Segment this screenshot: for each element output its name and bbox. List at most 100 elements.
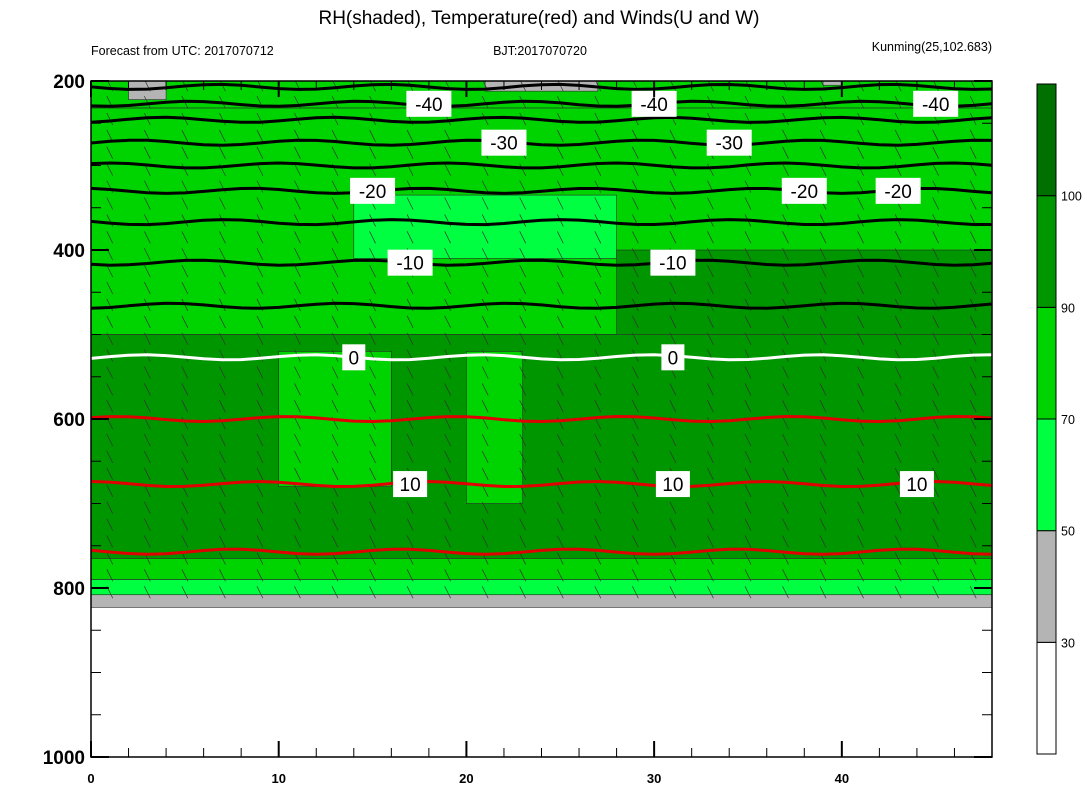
- station-label: Kunming(25,102.683): [872, 40, 992, 54]
- wind-barb: [632, 417, 639, 430]
- wind-barb: [969, 417, 977, 430]
- wind-barb: [294, 264, 301, 278]
- wind-barb: [894, 400, 902, 413]
- wind-barb: [932, 552, 940, 565]
- wind-barb: [782, 298, 789, 312]
- wind-barb: [819, 248, 827, 261]
- wind-barb: [294, 400, 301, 413]
- wind-barb: [256, 552, 264, 565]
- wind-barb: [969, 248, 977, 261]
- wind-barb: [219, 146, 226, 159]
- wind-barb: [519, 535, 527, 548]
- wind-barb: [481, 586, 489, 599]
- wind-barb: [481, 332, 489, 345]
- wind-barb: [256, 501, 264, 514]
- wind-barb: [444, 298, 451, 312]
- wind-barb: [106, 366, 114, 379]
- wind-barb: [932, 450, 940, 464]
- wind-barb: [481, 264, 489, 278]
- wind-barb: [857, 248, 864, 261]
- wind-barb: [556, 484, 564, 497]
- wind-barb: [894, 535, 902, 548]
- wind-barb: [782, 112, 789, 126]
- contour-line--30: [91, 138, 992, 147]
- wind-barb: [857, 366, 864, 379]
- wind-barb: [782, 552, 789, 565]
- wind-barb: [744, 281, 752, 295]
- wind-barb: [519, 197, 527, 210]
- wind-barb: [143, 95, 151, 109]
- wind-barb: [406, 569, 414, 582]
- wind-barb: [331, 366, 339, 379]
- wind-barb: [331, 586, 339, 599]
- wind-barb: [256, 535, 264, 548]
- wind-barb: [932, 146, 940, 159]
- wind-barb: [819, 383, 827, 396]
- wind-barb: [969, 281, 977, 295]
- wind-barb: [857, 383, 864, 396]
- wind-barb: [932, 518, 940, 531]
- wind-barb: [219, 315, 226, 328]
- contour-line-0: [91, 353, 992, 362]
- wind-barb: [519, 400, 527, 413]
- wind-barb: [256, 315, 264, 328]
- wind-barb: [369, 231, 376, 244]
- wind-barb: [894, 450, 902, 464]
- wind-barb: [331, 112, 339, 126]
- wind-barb: [143, 467, 151, 481]
- wind-barb: [969, 569, 977, 582]
- wind-barb: [481, 569, 489, 582]
- wind-barb: [969, 586, 977, 599]
- wind-barb: [744, 400, 752, 413]
- wind-barb: [294, 484, 301, 497]
- wind-barb: [819, 467, 827, 481]
- y-tick-label: 400: [53, 241, 85, 262]
- wind-barb: [932, 129, 940, 143]
- wind-barb: [481, 433, 489, 447]
- contour-line--10: [91, 258, 992, 267]
- wind-barb: [632, 197, 639, 210]
- wind-barb: [444, 535, 451, 548]
- wind-barb: [819, 484, 827, 497]
- wind-barb: [669, 501, 677, 514]
- wind-barb: [331, 501, 339, 514]
- wind-barb: [143, 197, 151, 210]
- wind-barb: [181, 146, 189, 159]
- wind-barb: [106, 467, 114, 481]
- contour-label-box: [350, 177, 396, 204]
- wind-barb: [444, 569, 451, 582]
- wind-barb: [106, 518, 114, 531]
- wind-barb: [857, 349, 864, 362]
- wind-barb: [894, 586, 902, 599]
- wind-barb: [181, 569, 189, 582]
- wind-barb: [444, 146, 451, 159]
- wind-barb: [444, 450, 451, 464]
- wind-barb: [594, 129, 602, 143]
- wind-barb: [857, 197, 864, 210]
- wind-barb: [219, 281, 226, 295]
- wind-barb: [594, 433, 602, 447]
- wind-barb: [369, 501, 376, 514]
- wind-barb: [256, 281, 264, 295]
- contour-label-box: [913, 90, 959, 117]
- wind-barb: [857, 535, 864, 548]
- wind-barb: [632, 518, 639, 531]
- contour-label-box: [706, 129, 752, 156]
- wind-barb: [181, 450, 189, 464]
- wind-barb: [594, 569, 602, 582]
- contour-label-box: [406, 90, 452, 117]
- wind-barb: [106, 450, 114, 464]
- wind-barb: [181, 315, 189, 328]
- wind-barb: [331, 264, 339, 278]
- wind-barb: [556, 315, 564, 328]
- contour-line-15: [91, 547, 992, 556]
- wind-barb: [219, 552, 226, 565]
- wind-barb: [669, 433, 677, 447]
- wind-barb: [406, 231, 414, 244]
- wind-barb: [294, 417, 301, 430]
- wind-barb: [294, 450, 301, 464]
- wind-barb: [481, 518, 489, 531]
- wind-barb: [331, 315, 339, 328]
- wind-barb: [744, 467, 752, 481]
- wind-barb: [219, 366, 226, 379]
